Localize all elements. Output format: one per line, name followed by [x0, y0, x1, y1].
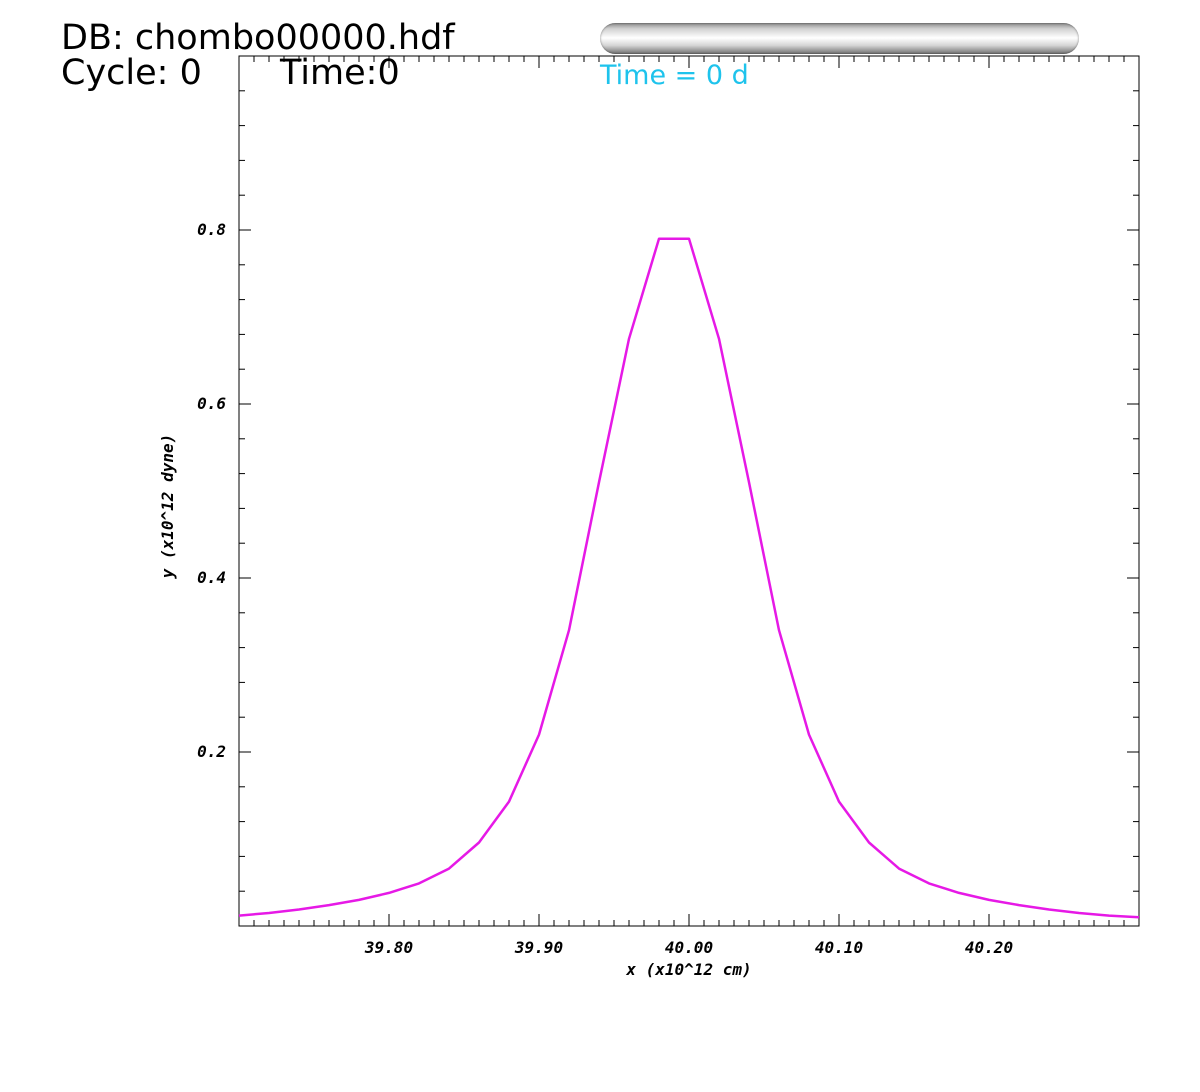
- data-series-line: [238, 237, 1140, 919]
- y-tick-label: 0.4: [197, 568, 226, 587]
- tick-labels: 39.80 39.90 40.00 40.10 40.20 0.2 0.4 0.6 0.8: [197, 220, 1013, 957]
- cycle-label: Cycle: 0: [61, 53, 202, 93]
- x-tick-label: 40.00: [665, 938, 713, 957]
- x-axis-label: x (x10^12 cm): [625, 960, 751, 979]
- time-annotation: Time = 0 d: [600, 60, 749, 91]
- axis-ticks: [239, 56, 1139, 926]
- y-tick-label: 0.6: [197, 394, 226, 413]
- x-tick-label: 40.20: [965, 938, 1013, 957]
- time-slider-bar: [600, 23, 1079, 54]
- y-tick-label: 0.8: [197, 220, 226, 239]
- y-axis-label: y (x10^12 dyne): [158, 434, 177, 580]
- x-tick-label: 40.10: [815, 938, 863, 957]
- plot-frame: [238, 55, 1140, 927]
- database-label: DB: chombo00000.hdf: [61, 18, 455, 58]
- x-tick-label: 39.80: [364, 938, 413, 957]
- time-label: Time:0: [280, 53, 400, 93]
- x-tick-label: 39.90: [514, 938, 563, 957]
- y-tick-label: 0.2: [197, 742, 226, 761]
- series-layer: [238, 237, 1140, 919]
